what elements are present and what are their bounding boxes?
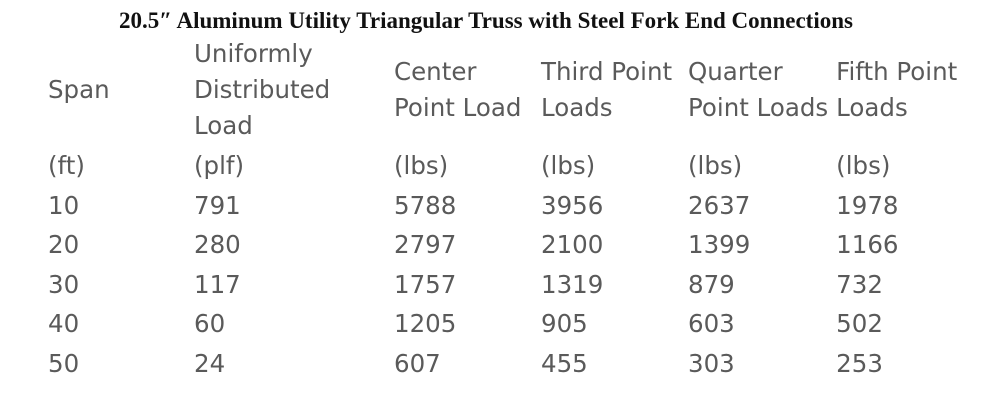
table-cell: 30	[48, 269, 80, 299]
header-uniformly-distributed-load: Uniformly Distributed Load	[186, 34, 386, 146]
table-cell: 607	[394, 348, 441, 378]
table-cell: 253	[836, 348, 883, 378]
unit-cell: (plf)	[194, 151, 245, 180]
table-cell: 60	[194, 309, 226, 338]
table-cell: 1757	[394, 269, 457, 299]
table-cell: 905	[541, 309, 588, 338]
table-row: 50 24 607 455 303 253	[40, 344, 966, 384]
table-cell: 24	[194, 348, 226, 378]
unit-cell: (ft)	[48, 151, 85, 180]
table-cell: 2797	[394, 230, 457, 259]
header-line: Uniformly	[194, 39, 313, 68]
table-cell: 2100	[541, 230, 604, 259]
table-cell: 117	[194, 269, 241, 299]
header-line: Third Point	[541, 57, 673, 86]
header-line: Point Load	[394, 93, 522, 122]
table-row: 30 117 1757 1319 879 732	[40, 265, 966, 305]
table-cell: 2637	[688, 190, 751, 220]
table-cell: 10	[48, 190, 80, 220]
table-cell: 40	[48, 309, 80, 338]
table-cell: 603	[688, 309, 735, 338]
header-fifth-point-loads: Fifth Point Loads	[828, 34, 966, 146]
header-row: Span Uniformly Distributed Load Center P…	[40, 34, 966, 146]
table-cell: 1166	[836, 230, 899, 259]
table-cell: 732	[836, 269, 883, 299]
header-line: Quarter	[688, 57, 783, 86]
page-title: 20.5″ Aluminum Utility Triangular Truss …	[119, 8, 853, 33]
header-line: Point Loads	[688, 93, 829, 122]
table-cell: 303	[688, 348, 735, 378]
unit-cell: (lbs)	[394, 151, 449, 180]
table-row: 10 791 5788 3956 2637 1978	[40, 186, 966, 226]
header-line: Load	[194, 111, 253, 140]
table-cell: 3956	[541, 190, 604, 220]
table-row: 20 280 2797 2100 1399 1166	[40, 225, 966, 265]
table-cell: 455	[541, 348, 588, 378]
table-cell: 50	[48, 348, 80, 378]
table-cell: 280	[194, 230, 241, 259]
table-row: 40 60 1205 905 603 502	[40, 304, 966, 344]
unit-cell: (lbs)	[541, 151, 596, 180]
header-quarter-point-loads: Quarter Point Loads	[680, 34, 828, 146]
load-table: Span Uniformly Distributed Load Center P…	[40, 34, 966, 383]
unit-cell: (lbs)	[836, 151, 891, 180]
header-line: Loads	[836, 93, 908, 122]
table-cell: 1205	[394, 309, 457, 338]
header-line: Span	[48, 75, 110, 104]
header-line: Loads	[541, 93, 613, 122]
header-span: Span	[40, 34, 186, 146]
unit-cell: (lbs)	[688, 151, 743, 180]
table-cell: 879	[688, 269, 735, 299]
header-line: Distributed	[194, 75, 331, 104]
table-cell: 1978	[836, 190, 899, 220]
units-row: (ft) (plf) (lbs) (lbs) (lbs) (lbs)	[40, 146, 966, 186]
table-cell: 791	[194, 190, 241, 220]
header-line: Center	[394, 57, 477, 86]
table-cell: 20	[48, 230, 80, 259]
header-center-point-load: Center Point Load	[386, 34, 533, 146]
header-third-point-loads: Third Point Loads	[533, 34, 680, 146]
table-cell: 1319	[541, 269, 604, 299]
table-cell: 1399	[688, 230, 751, 259]
table-cell: 502	[836, 309, 883, 338]
header-line: Fifth Point	[836, 57, 958, 86]
table-cell: 5788	[394, 190, 457, 220]
